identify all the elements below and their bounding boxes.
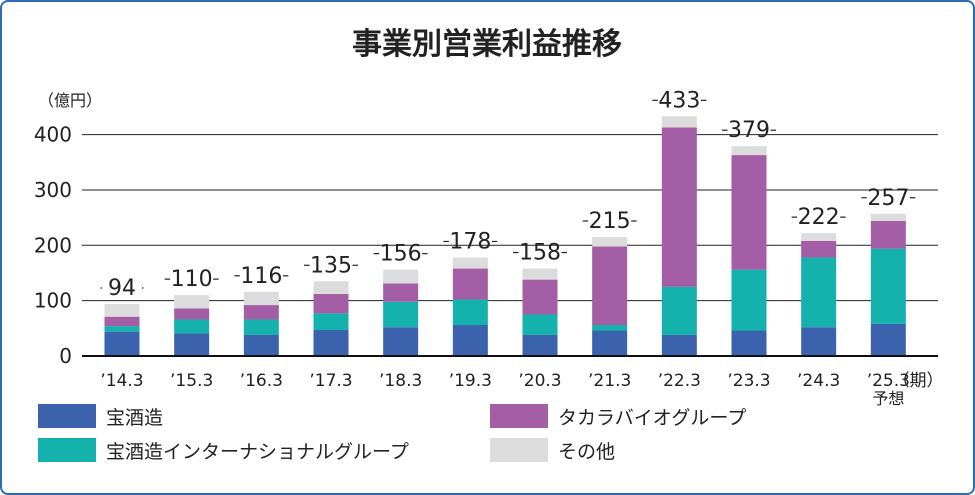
x-axis-unit-label: （期） xyxy=(893,371,944,391)
bar-segment-2-3 xyxy=(243,291,279,306)
x-axis-ticks: ’14.3 ’15.3 ’16.3 ’17.3 ’18.3 ’19.3 ’20.3 ’21.3… xyxy=(100,371,910,408)
bar-segment-5-1 xyxy=(452,299,488,326)
x-tick-label-1: ’15.3 xyxy=(170,371,213,391)
bar-segment-0-1 xyxy=(104,326,140,332)
bar-segment-7-3 xyxy=(592,236,628,247)
x-tick-label-4: ’18.3 xyxy=(379,371,422,391)
bar-segment-5-0 xyxy=(452,325,488,356)
legend-swatch-2 xyxy=(490,404,548,428)
y-tick-label-200: 200 xyxy=(34,233,72,257)
x-tick-label-2: ’16.3 xyxy=(240,371,283,391)
x-tick-label-8: ’22.3 xyxy=(658,371,701,391)
bar-segment-6-1 xyxy=(522,314,558,335)
bar-segment-8-1 xyxy=(661,286,697,335)
bar-segment-6-3 xyxy=(522,268,558,280)
bar-segment-10-0 xyxy=(801,327,837,356)
total-label-3: 135 xyxy=(310,253,352,278)
bar-segment-10-2 xyxy=(801,240,837,258)
bar-segment-11-0 xyxy=(870,323,906,356)
bar-segment-9-1 xyxy=(731,269,767,331)
bar-segment-0-3 xyxy=(104,303,140,317)
bar-segment-0-2 xyxy=(104,316,140,327)
total-label-5: 178 xyxy=(449,229,491,254)
bar-segment-8-3 xyxy=(661,116,697,128)
total-label-1: 110 xyxy=(171,267,213,292)
x-tick-label-11: ’25.3 xyxy=(867,371,910,391)
bar-segment-1-1 xyxy=(174,319,210,334)
bar-segment-1-0 xyxy=(174,333,210,356)
x-tick-label-6: ’20.3 xyxy=(518,371,561,391)
bar-segment-10-1 xyxy=(801,257,837,328)
legend-swatch-3 xyxy=(490,438,548,462)
x-tick-label-5: ’19.3 xyxy=(449,371,492,391)
x-tick-label-10: ’24.3 xyxy=(797,371,840,391)
legend-swatch-1 xyxy=(38,438,96,462)
x-tick-label-7: ’21.3 xyxy=(588,371,631,391)
bar-segment-1-3 xyxy=(174,295,210,309)
total-labels: 94 110 116 135 156 178 158 215 433 379 222 257 xyxy=(100,88,916,301)
total-label-10: 222 xyxy=(798,205,840,230)
bar-segment-11-3 xyxy=(870,213,906,221)
bar-segment-5-3 xyxy=(452,257,488,269)
bar-segment-6-0 xyxy=(522,334,558,356)
bar-segment-9-3 xyxy=(731,146,767,156)
y-tick-label-0: 0 xyxy=(59,344,72,368)
bar-segment-7-1 xyxy=(592,325,628,331)
bar-segment-4-1 xyxy=(383,301,419,328)
y-tick-label-400: 400 xyxy=(34,123,72,147)
bar-segment-7-2 xyxy=(592,246,628,326)
bar-segment-3-1 xyxy=(313,313,349,330)
bar-segment-8-0 xyxy=(661,334,697,356)
bar-segment-3-3 xyxy=(313,281,349,295)
total-label-6: 158 xyxy=(519,241,561,266)
bar-segment-7-0 xyxy=(592,330,628,356)
bar-segment-11-1 xyxy=(870,248,906,324)
y-axis-unit-label: （億円） xyxy=(38,91,102,110)
bar-segment-9-2 xyxy=(731,155,767,270)
y-axis-ticks: 0 100 200 300 400 xyxy=(34,123,72,368)
bar-segment-1-2 xyxy=(174,308,210,320)
bar-segment-2-0 xyxy=(243,334,279,356)
x-tick-label-0: ’14.3 xyxy=(100,371,143,391)
bar-segment-11-2 xyxy=(870,220,906,249)
y-tick-label-300: 300 xyxy=(34,178,72,202)
bar-segment-3-2 xyxy=(313,294,349,314)
bar-segment-2-1 xyxy=(243,319,279,335)
y-tick-label-100: 100 xyxy=(34,289,72,313)
bar-segment-9-0 xyxy=(731,330,767,356)
legend-label-3: その他 xyxy=(558,441,615,463)
total-label-8: 433 xyxy=(658,88,700,113)
x-tick-label-3: ’17.3 xyxy=(309,371,352,391)
legend-label-0: 宝酒造 xyxy=(106,407,163,429)
bars xyxy=(104,116,906,356)
chart-title: 事業別営業利益推移 xyxy=(352,27,622,62)
bar-segment-4-2 xyxy=(383,283,419,302)
grid-lines xyxy=(82,134,938,302)
total-label-0: 94 xyxy=(108,276,136,301)
bar-segment-8-2 xyxy=(661,127,697,287)
bar-segment-10-3 xyxy=(801,233,837,241)
bar-segment-2-2 xyxy=(243,305,279,320)
total-label-7: 215 xyxy=(589,209,631,234)
total-label-11: 257 xyxy=(867,186,909,211)
bar-segment-0-0 xyxy=(104,331,140,356)
bar-segment-6-2 xyxy=(522,279,558,315)
x-tick-label-9: ’23.3 xyxy=(727,371,770,391)
bar-segment-5-2 xyxy=(452,268,488,300)
total-label-9: 379 xyxy=(728,118,770,143)
total-label-2: 116 xyxy=(240,264,282,289)
legend-label-2: タカラバイオグループ xyxy=(558,407,746,429)
bar-segment-4-0 xyxy=(383,327,419,356)
bar-segment-3-0 xyxy=(313,329,349,356)
legend-label-1: 宝酒造インターナショナルグループ xyxy=(106,441,409,463)
total-label-4: 156 xyxy=(380,242,422,267)
x-tick-note: 予想 xyxy=(872,389,904,408)
legend-swatch-0 xyxy=(38,404,96,428)
bar-segment-4-3 xyxy=(383,269,419,284)
